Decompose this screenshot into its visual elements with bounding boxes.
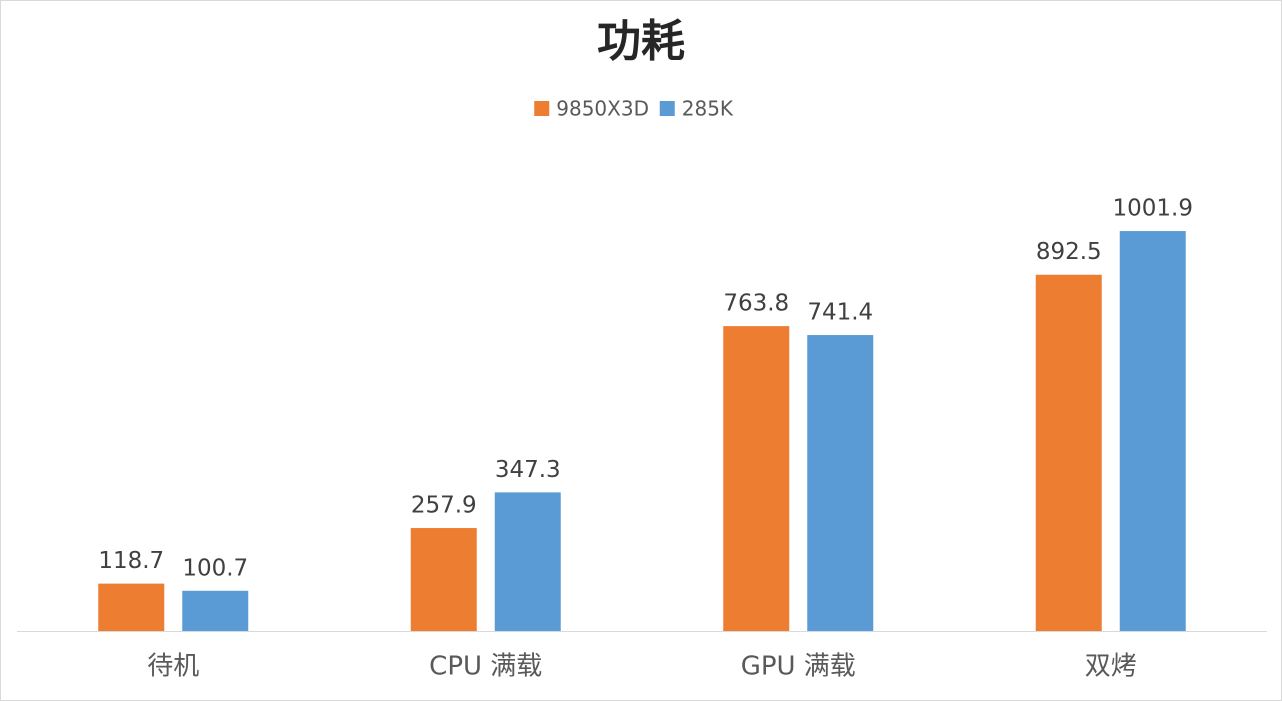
- data-label: 892.5: [1036, 239, 1102, 265]
- bar: [494, 492, 561, 631]
- x-tick-label: GPU 满载: [741, 652, 856, 682]
- chart-title: 功耗: [597, 16, 685, 67]
- bar: [1119, 231, 1186, 631]
- bar: [723, 326, 790, 631]
- legend-swatch: [534, 101, 550, 116]
- legend-swatch: [659, 101, 675, 116]
- x-tick-label: 双烤: [1085, 652, 1137, 682]
- bar: [1035, 274, 1102, 631]
- data-label: 257.9: [411, 493, 477, 519]
- data-label: 1001.9: [1113, 196, 1193, 222]
- data-label: 100.7: [182, 555, 248, 581]
- data-label: 347.3: [495, 457, 561, 483]
- legend-label: 285K: [682, 97, 734, 121]
- legend: 9850X3D 285K: [534, 97, 734, 121]
- x-tick-label: CPU 满载: [429, 652, 542, 682]
- data-label: 741.4: [807, 300, 873, 326]
- bar: [410, 528, 477, 631]
- data-label: 118.7: [98, 548, 164, 574]
- legend-label: 9850X3D: [556, 97, 649, 121]
- data-label: 763.8: [723, 291, 789, 317]
- bar: [807, 335, 874, 631]
- x-tick-label: 待机: [147, 652, 199, 682]
- bar: [98, 583, 165, 631]
- bar: [182, 590, 249, 631]
